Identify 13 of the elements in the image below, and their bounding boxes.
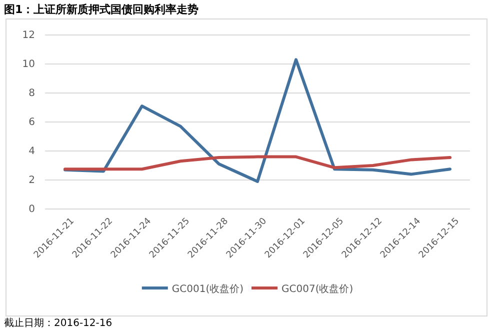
y-tick-label: 12: [22, 30, 35, 42]
y-tick-label: 4: [28, 146, 35, 158]
chart-title: 图1：上证所新质押式国债回购利率走势: [4, 3, 199, 16]
y-tick-label: 8: [28, 88, 35, 100]
y-tick-label: 2: [28, 175, 35, 186]
line-series: [64, 58, 452, 183]
text: 截止日期：2016-12-16: [4, 317, 112, 329]
legend-label: GC001(收盘价): [172, 283, 244, 295]
y-tick-label: 10: [22, 59, 35, 70]
y-tick-label: 6: [28, 117, 35, 128]
legend-label: GC007(收盘价): [282, 283, 354, 295]
line-series: [64, 155, 452, 171]
y-tick-label: 0: [28, 204, 35, 216]
